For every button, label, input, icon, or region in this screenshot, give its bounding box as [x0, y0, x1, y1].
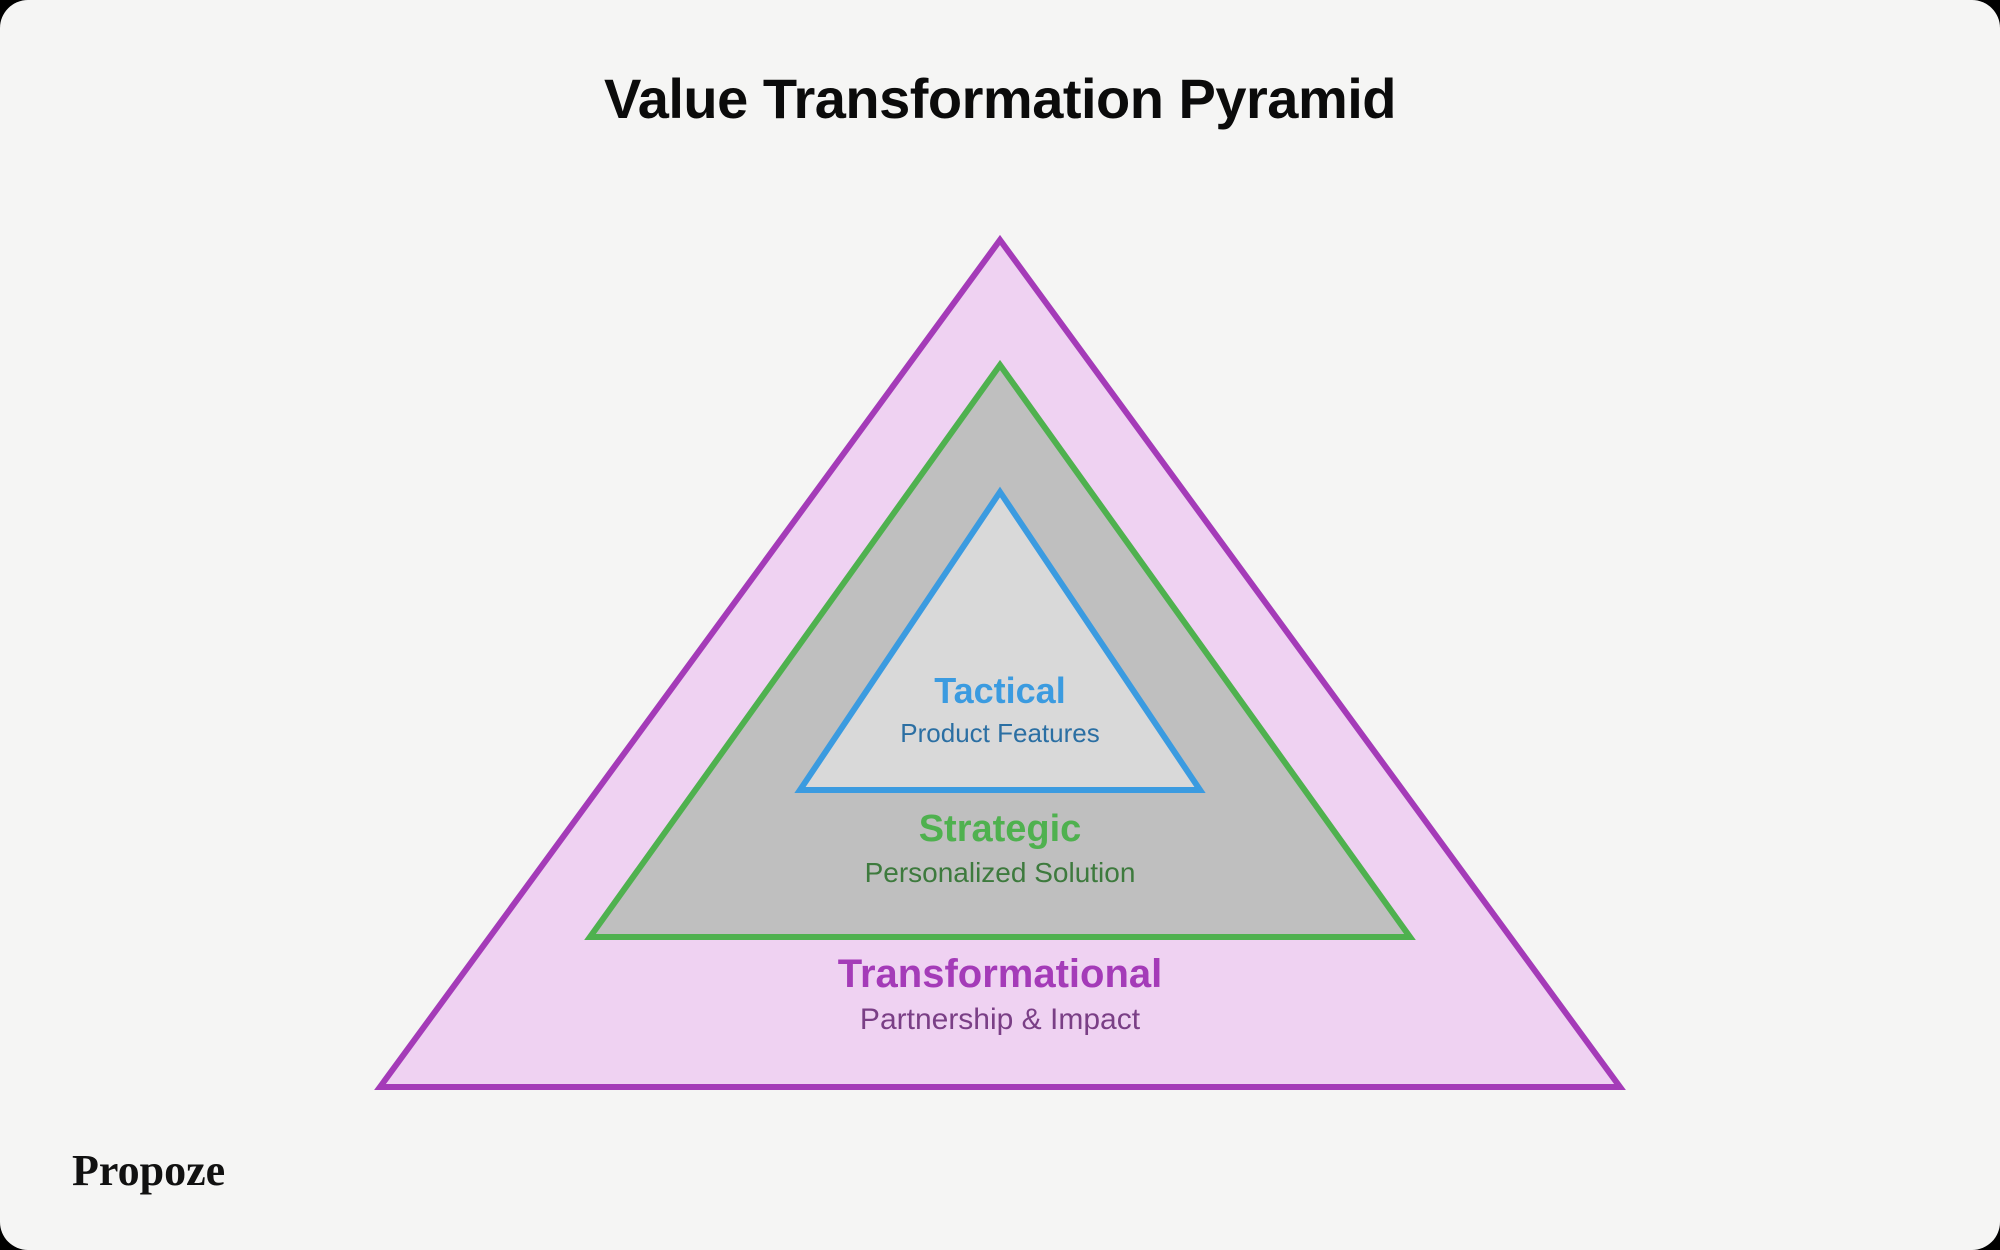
- page-title: Value Transformation Pyramid: [0, 66, 2000, 131]
- label-tactical: Tactical Product Features: [900, 670, 1099, 749]
- label-transformational: Transformational Partnership & Impact: [838, 952, 1163, 1037]
- label-tactical-title: Tactical: [900, 670, 1099, 712]
- diagram-canvas: Value Transformation Pyramid Tactical Pr…: [0, 0, 2000, 1250]
- label-tactical-sub: Product Features: [900, 718, 1099, 749]
- brand-logo: Propoze: [72, 1145, 225, 1196]
- label-strategic-sub: Personalized Solution: [865, 857, 1136, 889]
- label-transformational-sub: Partnership & Impact: [838, 1003, 1163, 1037]
- label-strategic-title: Strategic: [865, 808, 1136, 851]
- label-strategic: Strategic Personalized Solution: [865, 808, 1136, 889]
- pyramid-container: Tactical Product Features Strategic Pers…: [370, 232, 1630, 1102]
- label-transformational-title: Transformational: [838, 952, 1163, 997]
